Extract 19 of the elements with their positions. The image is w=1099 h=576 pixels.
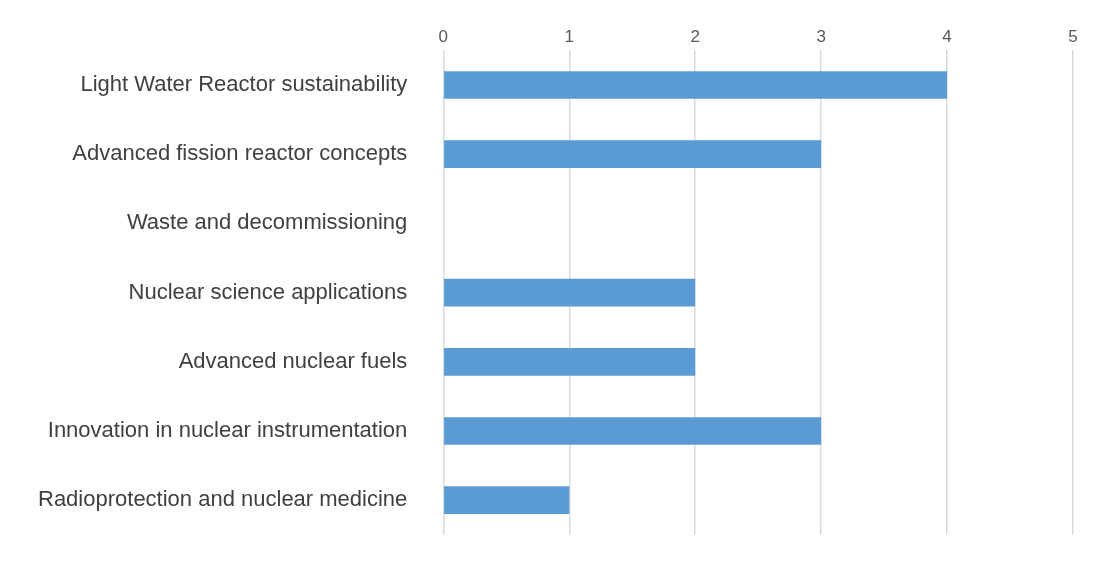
y-tick-label: Radioprotection and nuclear medicine	[37, 486, 408, 512]
y-tick-label: Advanced fission reactor concepts	[72, 140, 408, 166]
x-tick-label: 2	[690, 26, 700, 46]
y-tick-label: Waste and decommissioning	[126, 209, 408, 235]
y-tick-label: Advanced nuclear fuels	[178, 347, 408, 373]
x-tick-label: 4	[942, 26, 952, 46]
y-tick-label: Innovation in nuclear instrumentation	[47, 417, 408, 443]
bar	[444, 417, 822, 445]
bar	[444, 278, 696, 307]
bar	[444, 347, 696, 376]
x-tick-label: 0	[438, 26, 449, 46]
x-tick-label: 3	[816, 26, 826, 46]
x-tick-label: 1	[564, 26, 574, 46]
bar	[444, 486, 570, 515]
bar	[444, 140, 822, 169]
y-tick-label: Nuclear science applications	[128, 278, 408, 304]
x-tick-label: 5	[1068, 26, 1078, 46]
y-tick-label: Light Water Reactor sustainability	[80, 71, 408, 97]
bar	[444, 71, 948, 99]
